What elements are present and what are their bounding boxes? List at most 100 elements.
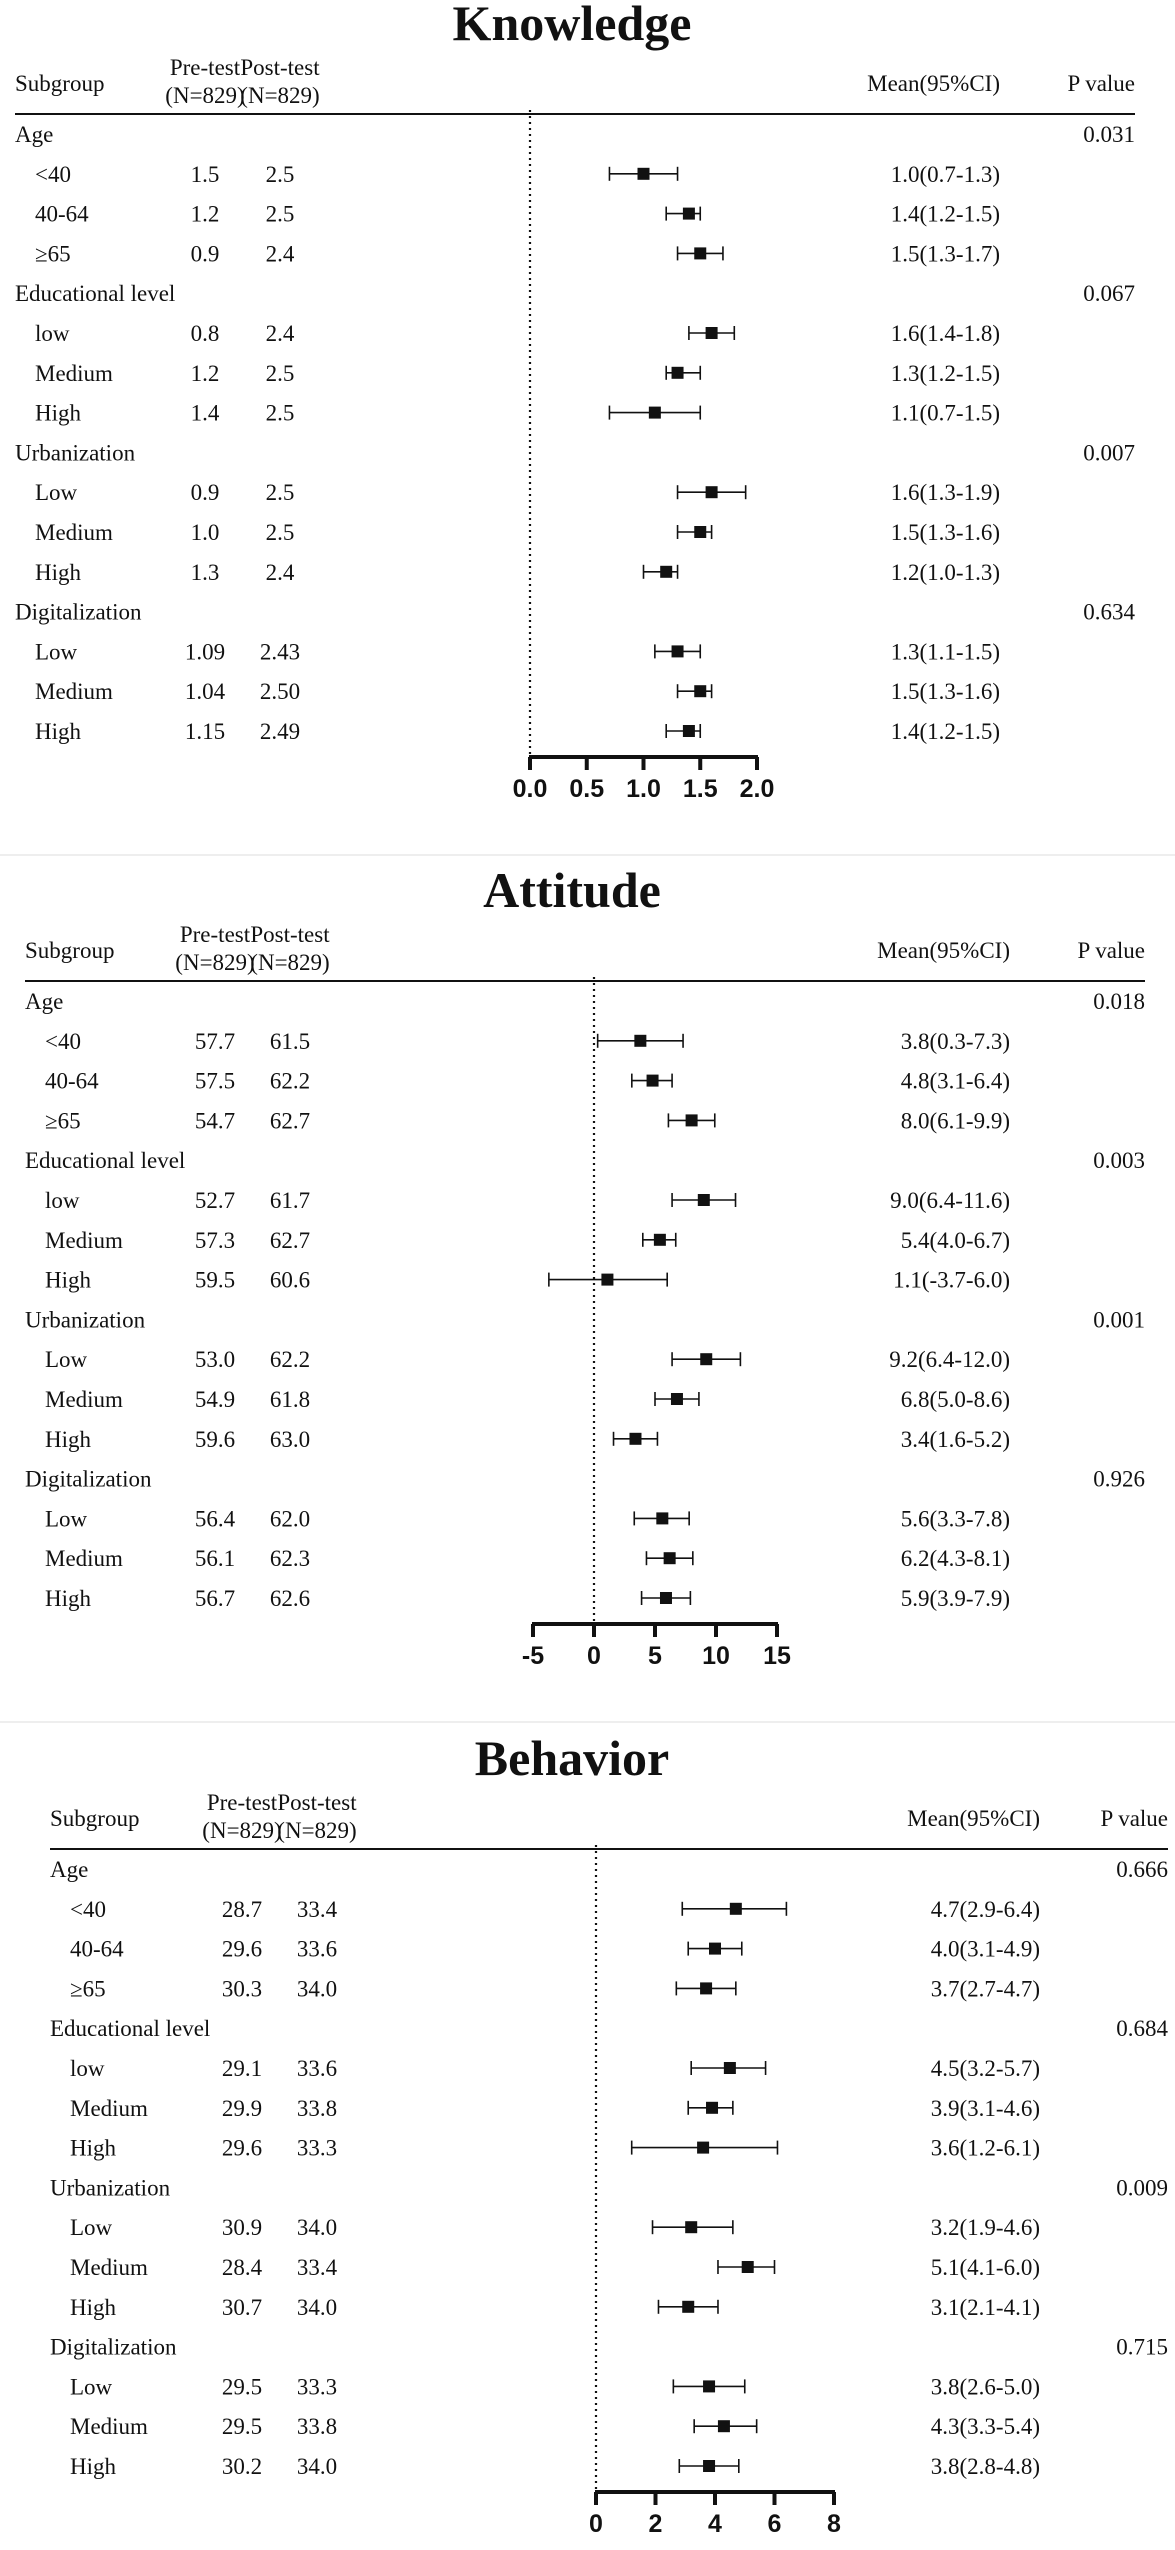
attitude-title: Attitude xyxy=(483,862,661,918)
attitude-row-post: 62.3 xyxy=(270,1546,310,1571)
knowledge-point-estimate xyxy=(671,366,684,379)
behavior-row-pre: 30.3 xyxy=(222,1976,262,2001)
attitude-row-pre: 59.6 xyxy=(195,1427,235,1452)
attitude-point-estimate xyxy=(670,1393,683,1405)
behavior-group-p-value: 0.715 xyxy=(1116,2335,1168,2360)
attitude-row-mean-ci: 6.2(4.3-8.1) xyxy=(901,1546,1010,1571)
knowledge-row-post: 2.49 xyxy=(260,719,300,744)
behavior-header-post: Post-test xyxy=(277,1790,357,1815)
attitude-row-pre: 52.7 xyxy=(195,1188,235,1213)
knowledge-row-post: 2.5 xyxy=(266,520,295,545)
behavior-row-pre: 29.6 xyxy=(222,2136,262,2161)
behavior-row-pre: 30.7 xyxy=(222,2295,262,2320)
attitude-row-post: 61.5 xyxy=(270,1029,310,1054)
behavior-point-estimate xyxy=(717,2420,730,2433)
knowledge-row-mean-ci: 1.3(1.1-1.5) xyxy=(891,639,1000,664)
attitude-point-estimate xyxy=(659,1592,672,1604)
behavior-row-post: 33.4 xyxy=(297,2255,338,2280)
attitude-row-post: 60.6 xyxy=(270,1268,310,1293)
attitude-group-label: Educational level xyxy=(25,1148,185,1173)
behavior-row-label: <40 xyxy=(70,1897,106,1922)
behavior-header-post-n: (N=829) xyxy=(277,1818,356,1843)
knowledge-row-post: 2.5 xyxy=(266,480,295,505)
knowledge-row-mean-ci: 1.1(0.7-1.5) xyxy=(891,401,1000,426)
attitude-row-pre: 57.7 xyxy=(195,1029,235,1054)
knowledge-row-label: High xyxy=(35,560,82,585)
behavior-row-mean-ci: 3.2(1.9-4.6) xyxy=(931,2215,1040,2240)
attitude-row-mean-ci: 3.4(1.6-5.2) xyxy=(901,1427,1010,1452)
attitude-row-mean-ci: 8.0(6.1-9.9) xyxy=(901,1108,1010,1133)
knowledge-row-post: 2.5 xyxy=(266,202,295,227)
behavior-point-estimate xyxy=(700,1982,713,1995)
attitude-row-post: 62.2 xyxy=(270,1069,310,1094)
attitude-row-label: High xyxy=(45,1268,92,1293)
attitude-row-mean-ci: 6.8(5.0-8.6) xyxy=(901,1387,1010,1412)
knowledge-x-tick-label: 0.5 xyxy=(569,775,604,803)
attitude-row-label: Low xyxy=(45,1506,88,1531)
behavior-row-label: High xyxy=(70,2295,117,2320)
attitude-row-pre: 54.9 xyxy=(195,1387,235,1412)
behavior-row-label: Medium xyxy=(70,2096,148,2121)
attitude-x-tick-label: -5 xyxy=(522,1642,544,1670)
behavior-row-mean-ci: 3.8(2.8-4.8) xyxy=(931,2454,1040,2479)
behavior-row-post: 33.6 xyxy=(297,2056,337,2081)
behavior-group-label: Digitalization xyxy=(50,2335,177,2360)
attitude-point-estimate xyxy=(629,1432,642,1445)
behavior-row-pre: 29.6 xyxy=(222,1937,262,1962)
attitude-row-post: 61.7 xyxy=(270,1188,310,1213)
attitude-row-mean-ci: 1.1(-3.7-6.0) xyxy=(893,1268,1010,1293)
attitude-row-pre: 57.3 xyxy=(195,1228,235,1253)
behavior-row-pre: 30.2 xyxy=(222,2454,262,2479)
behavior-row-pre: 29.1 xyxy=(222,2056,262,2081)
knowledge-point-estimate xyxy=(637,167,650,180)
attitude-row-pre: 54.7 xyxy=(195,1108,235,1133)
attitude-row-mean-ci: 5.6(3.3-7.8) xyxy=(901,1506,1010,1531)
knowledge-row-label: Medium xyxy=(35,361,113,386)
attitude-point-estimate xyxy=(656,1512,669,1525)
behavior-row-post: 34.0 xyxy=(297,2295,337,2320)
attitude-group-p-value: 0.001 xyxy=(1093,1307,1145,1332)
attitude-header-mean: Mean(95%CI) xyxy=(877,938,1010,963)
behavior-point-estimate xyxy=(723,2062,736,2074)
knowledge-row-post: 2.5 xyxy=(266,361,295,386)
behavior-row-label: Low xyxy=(70,2374,113,2399)
knowledge-row-mean-ci: 1.5(1.3-1.6) xyxy=(891,679,1000,704)
behavior-row-pre: 29.5 xyxy=(222,2374,262,2399)
behavior-group-p-value: 0.666 xyxy=(1116,1857,1168,1882)
behavior-point-estimate xyxy=(729,1902,742,1915)
knowledge-row-mean-ci: 1.6(1.3-1.9) xyxy=(891,480,1000,505)
knowledge-group-p-value: 0.067 xyxy=(1083,281,1135,306)
knowledge-row-post: 2.4 xyxy=(266,321,295,346)
attitude-row-post: 62.2 xyxy=(270,1347,310,1372)
knowledge-header-subgroup: Subgroup xyxy=(15,71,104,96)
attitude-row-mean-ci: 4.8(3.1-6.4) xyxy=(901,1069,1010,1094)
knowledge-header-pre: Pre-test xyxy=(170,55,241,80)
behavior-row-label: low xyxy=(70,2056,105,2081)
knowledge-row-label: <40 xyxy=(35,162,71,187)
knowledge-row-mean-ci: 1.0(0.7-1.3) xyxy=(891,162,1000,187)
attitude-header-post-n: (N=829) xyxy=(250,950,329,975)
attitude-x-tick-label: 15 xyxy=(763,1642,791,1670)
knowledge-row-pre: 1.3 xyxy=(191,560,220,585)
behavior-row-mean-ci: 3.1(2.1-4.1) xyxy=(931,2295,1040,2320)
attitude-row-label: High xyxy=(45,1586,92,1611)
attitude-row-mean-ci: 9.2(6.4-12.0) xyxy=(889,1347,1010,1372)
attitude-row-pre: 56.1 xyxy=(195,1546,235,1571)
knowledge-row-pre: 1.5 xyxy=(191,162,220,187)
behavior-group-p-value: 0.009 xyxy=(1116,2175,1168,2200)
behavior-group-label: Age xyxy=(50,1857,88,1882)
knowledge-group-p-value: 0.031 xyxy=(1083,122,1135,147)
behavior-group-label: Urbanization xyxy=(50,2175,171,2200)
knowledge-row-mean-ci: 1.6(1.4-1.8) xyxy=(891,321,1000,346)
attitude-point-estimate xyxy=(653,1233,666,1246)
behavior-point-estimate xyxy=(685,2221,698,2234)
behavior-row-pre: 29.5 xyxy=(222,2414,262,2439)
knowledge-group-label: Educational level xyxy=(15,281,175,306)
attitude-point-estimate xyxy=(634,1034,647,1047)
attitude-row-post: 62.0 xyxy=(270,1506,310,1531)
knowledge-row-post: 2.43 xyxy=(260,639,300,664)
behavior-title: Behavior xyxy=(475,1730,669,1786)
behavior-row-mean-ci: 3.6(1.2-6.1) xyxy=(931,2136,1040,2161)
knowledge-point-estimate xyxy=(648,406,661,419)
attitude-header-pre-n: (N=829) xyxy=(175,950,254,975)
